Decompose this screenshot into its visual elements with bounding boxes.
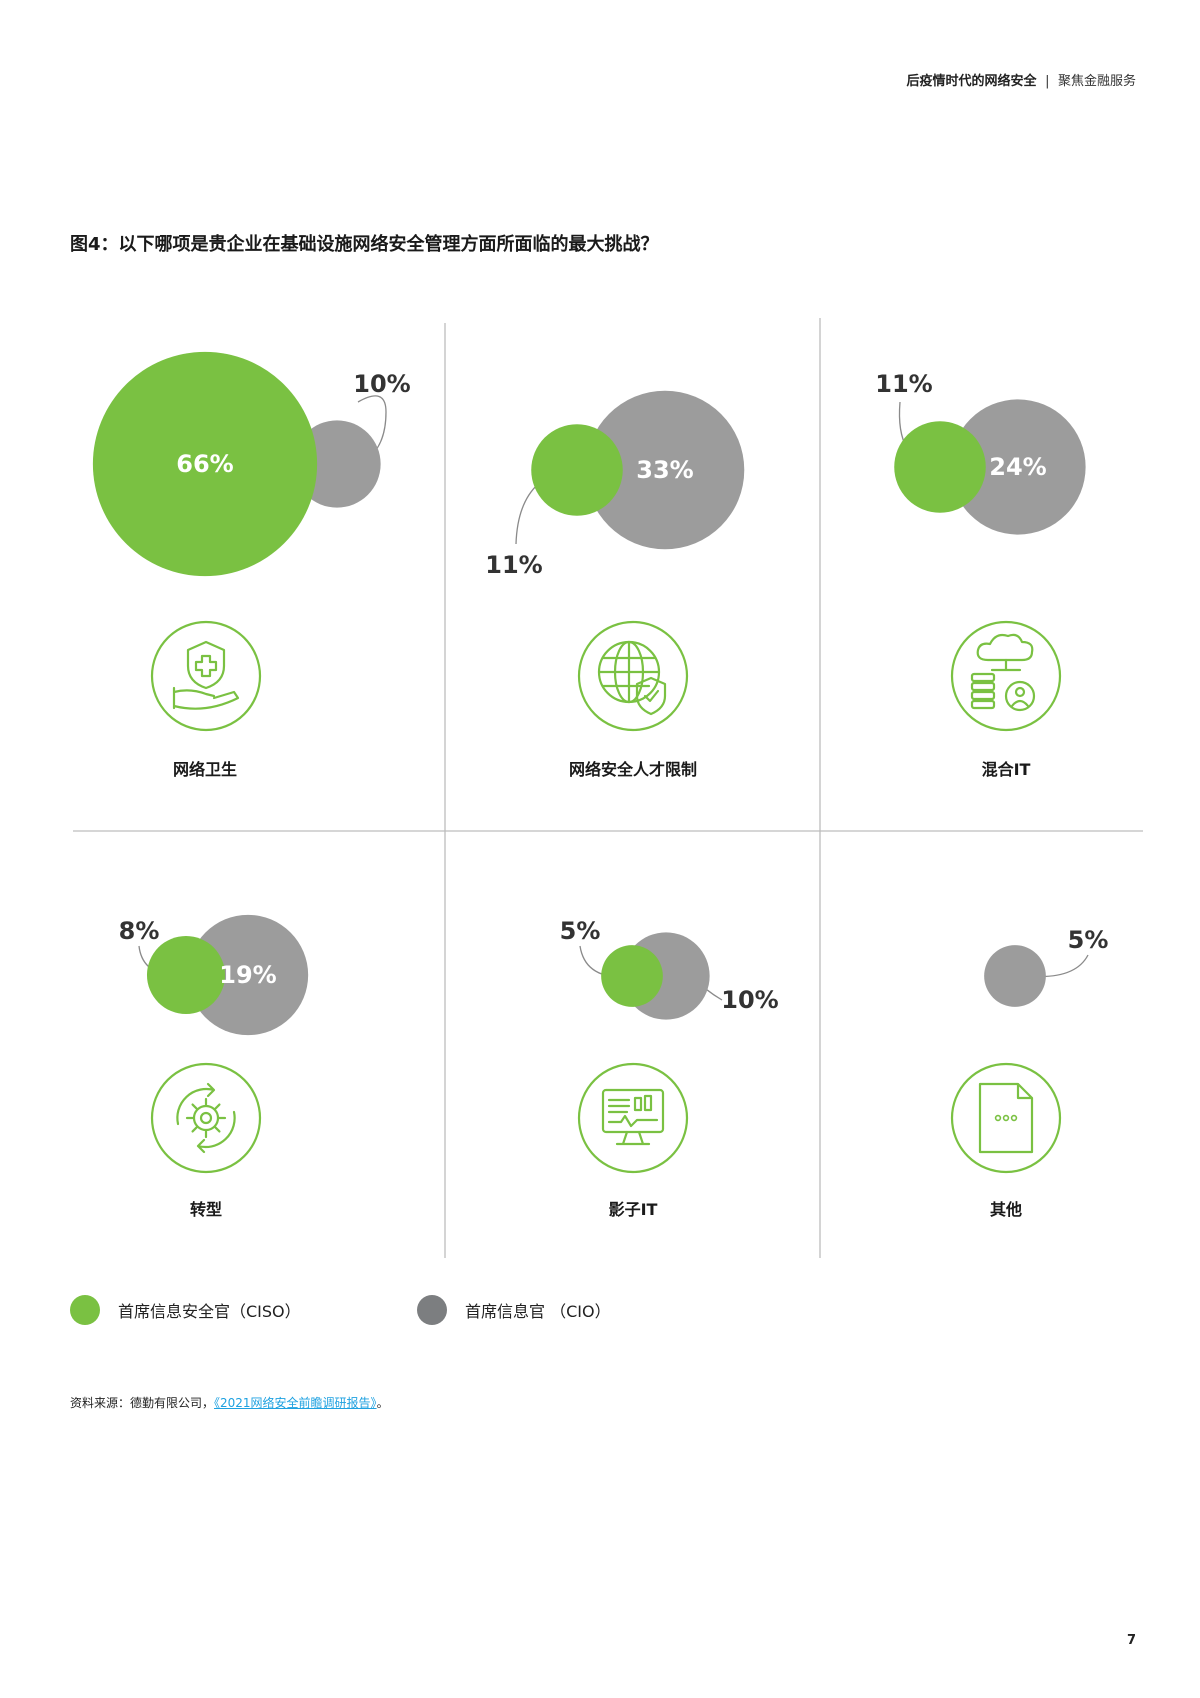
data-label-cio: 19% bbox=[219, 961, 276, 989]
bubble-cio bbox=[187, 914, 309, 1036]
header-title: 后疫情时代的网络安全 bbox=[906, 74, 1037, 89]
bubble-ciso bbox=[894, 421, 986, 513]
source-suffix: 。 bbox=[376, 1396, 389, 1410]
page-number: 7 bbox=[1126, 1633, 1136, 1648]
bubble-ciso bbox=[601, 945, 663, 1007]
globe-shield-icon bbox=[577, 620, 689, 732]
bubble-cio bbox=[293, 420, 381, 508]
legend-cio-label: 首席信息官 （CIO） bbox=[465, 1302, 611, 1321]
bubble-ciso bbox=[531, 424, 623, 516]
category-label: 转型 bbox=[190, 1200, 222, 1219]
gear-cycle-icon bbox=[150, 1062, 262, 1174]
data-label-ciso: 66% bbox=[176, 450, 233, 478]
page-header: 后疫情时代的网络安全 | 聚焦金融服务 bbox=[907, 70, 1136, 89]
bubble-ciso bbox=[146, 935, 226, 1015]
bubble-ciso bbox=[92, 351, 318, 577]
cloud-server-user-icon bbox=[950, 620, 1062, 732]
category-label: 混合IT bbox=[982, 760, 1031, 779]
category-label: 网络卫生 bbox=[173, 760, 237, 779]
data-label-ciso: 5% bbox=[560, 917, 601, 945]
data-label-cio: 5% bbox=[1068, 926, 1109, 954]
shield-hand-icon bbox=[150, 620, 262, 732]
source-note: 资料来源：德勤有限公司，《2021网络安全前瞻调研报告》。 bbox=[70, 1394, 389, 1411]
bubble-cio bbox=[984, 945, 1046, 1007]
legend-cio-swatch bbox=[417, 1295, 447, 1325]
category-label: 影子IT bbox=[609, 1200, 658, 1219]
category-label: 其他 bbox=[990, 1200, 1022, 1219]
data-label-cio: 33% bbox=[636, 456, 693, 484]
bubble-cio bbox=[585, 390, 745, 550]
header-separator: | bbox=[1045, 74, 1050, 89]
source-prefix: 资料来源：德勤有限公司， bbox=[70, 1396, 215, 1410]
monitor-dashboard-icon bbox=[577, 1062, 689, 1174]
legend-cio: 首席信息官 （CIO） bbox=[417, 1294, 611, 1326]
figure-title: 图4：以下哪项是贵企业在基础设施网络安全管理方面所面临的最大挑战？ bbox=[70, 234, 659, 255]
document-dots-icon bbox=[950, 1062, 1062, 1174]
bubble-cio bbox=[950, 399, 1086, 535]
data-label-ciso: 11% bbox=[485, 551, 542, 579]
data-label-cio: 10% bbox=[353, 370, 410, 398]
data-label-ciso: 8% bbox=[119, 917, 160, 945]
legend-ciso-label: 首席信息安全官（CISO） bbox=[118, 1302, 301, 1321]
legend-ciso: 首席信息安全官（CISO） bbox=[70, 1294, 301, 1326]
data-label-cio: 10% bbox=[721, 986, 778, 1014]
data-label-ciso: 11% bbox=[875, 370, 932, 398]
category-label: 网络安全人才限制 bbox=[569, 760, 697, 779]
header-subtitle: 聚焦金融服务 bbox=[1057, 74, 1136, 89]
legend-ciso-swatch bbox=[70, 1295, 100, 1325]
source-report-link[interactable]: 《2021网络安全前瞻调研报告》 bbox=[214, 1396, 377, 1410]
data-label-cio: 24% bbox=[989, 453, 1046, 481]
